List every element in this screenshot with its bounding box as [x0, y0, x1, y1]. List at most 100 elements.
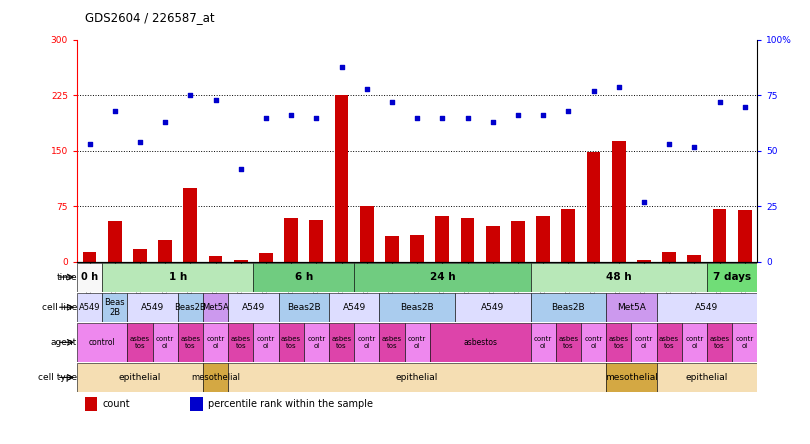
Text: control: control	[89, 338, 116, 347]
Bar	[177, 323, 203, 361]
Bar	[228, 363, 606, 392]
Bar	[354, 323, 379, 361]
Bar	[556, 323, 581, 361]
Bar	[158, 240, 172, 262]
Text: contr
ol: contr ol	[257, 336, 275, 349]
Point	[386, 99, 399, 106]
Point	[637, 198, 650, 206]
Text: 0 h: 0 h	[81, 272, 98, 282]
Text: epithelial: epithelial	[119, 373, 161, 382]
Text: A549: A549	[481, 303, 505, 312]
Bar	[486, 226, 500, 262]
Text: asbes
tos: asbes tos	[130, 336, 150, 349]
Point	[663, 141, 676, 148]
Bar	[259, 253, 273, 262]
Bar	[309, 220, 323, 262]
Text: Beas2B: Beas2B	[287, 303, 321, 312]
Text: asbes
tos: asbes tos	[181, 336, 200, 349]
Bar	[234, 260, 248, 262]
Bar	[536, 216, 550, 262]
Text: asbes
tos: asbes tos	[558, 336, 578, 349]
Bar	[354, 262, 531, 292]
Bar	[663, 252, 676, 262]
Bar	[183, 188, 198, 262]
Text: agent: agent	[51, 338, 77, 347]
Bar	[738, 210, 752, 262]
Text: asbes
tos: asbes tos	[659, 336, 680, 349]
Bar	[631, 323, 657, 361]
Point	[587, 87, 600, 95]
Bar	[177, 293, 203, 322]
Point	[159, 119, 172, 126]
Point	[612, 83, 625, 90]
Text: contr
ol: contr ol	[307, 336, 326, 349]
Bar	[707, 262, 757, 292]
Point	[360, 85, 373, 92]
Bar	[612, 141, 625, 262]
Text: A549: A549	[79, 303, 100, 312]
Point	[688, 143, 701, 150]
Bar	[152, 323, 177, 361]
Text: cell line: cell line	[41, 303, 77, 312]
Text: Beas2B: Beas2B	[174, 303, 207, 312]
Bar	[335, 95, 348, 262]
Bar	[329, 323, 354, 361]
Bar	[586, 152, 600, 262]
Point	[310, 114, 323, 121]
Bar	[77, 323, 127, 361]
Point	[713, 99, 726, 106]
Bar	[511, 221, 525, 262]
Bar	[531, 262, 707, 292]
Bar	[77, 262, 102, 292]
Bar	[688, 254, 701, 262]
Bar	[531, 323, 556, 361]
Text: asbes
tos: asbes tos	[608, 336, 629, 349]
Text: 6 h: 6 h	[295, 272, 313, 282]
Text: asbes
tos: asbes tos	[231, 336, 251, 349]
Point	[109, 107, 122, 115]
Text: asbestos: asbestos	[463, 338, 497, 347]
Text: count: count	[102, 399, 130, 409]
Bar	[713, 209, 727, 262]
Point	[537, 112, 550, 119]
Text: asbes
tos: asbes tos	[281, 336, 301, 349]
Bar	[606, 323, 631, 361]
Bar	[561, 209, 575, 262]
Bar	[84, 397, 97, 411]
Text: asbes
tos: asbes tos	[382, 336, 402, 349]
Point	[234, 165, 247, 172]
Bar	[385, 236, 399, 262]
Text: contr
ol: contr ol	[358, 336, 376, 349]
Bar	[360, 206, 373, 262]
Text: 48 h: 48 h	[606, 272, 632, 282]
Bar	[209, 256, 223, 262]
Bar	[77, 293, 102, 322]
Text: A549: A549	[241, 303, 265, 312]
Text: contr
ol: contr ol	[156, 336, 174, 349]
Point	[562, 107, 575, 115]
Bar	[606, 363, 657, 392]
Text: 7 days: 7 days	[713, 272, 751, 282]
Bar	[127, 323, 152, 361]
Text: contr
ol: contr ol	[635, 336, 653, 349]
Bar	[606, 293, 657, 322]
Bar	[228, 323, 254, 361]
Bar	[108, 221, 122, 262]
Point	[738, 103, 751, 110]
Point	[411, 114, 424, 121]
Bar	[637, 261, 651, 262]
Text: asbes
tos: asbes tos	[710, 336, 730, 349]
Text: epithelial: epithelial	[686, 373, 728, 382]
Bar	[83, 252, 96, 262]
Text: mesothelial: mesothelial	[191, 373, 240, 382]
Bar	[304, 323, 329, 361]
Text: asbes
tos: asbes tos	[331, 336, 352, 349]
Bar	[102, 293, 127, 322]
Text: A549: A549	[343, 303, 366, 312]
Bar	[203, 363, 228, 392]
Point	[461, 114, 474, 121]
Bar	[404, 323, 430, 361]
Bar	[279, 323, 304, 361]
Bar	[379, 293, 455, 322]
Text: contr
ol: contr ol	[534, 336, 552, 349]
